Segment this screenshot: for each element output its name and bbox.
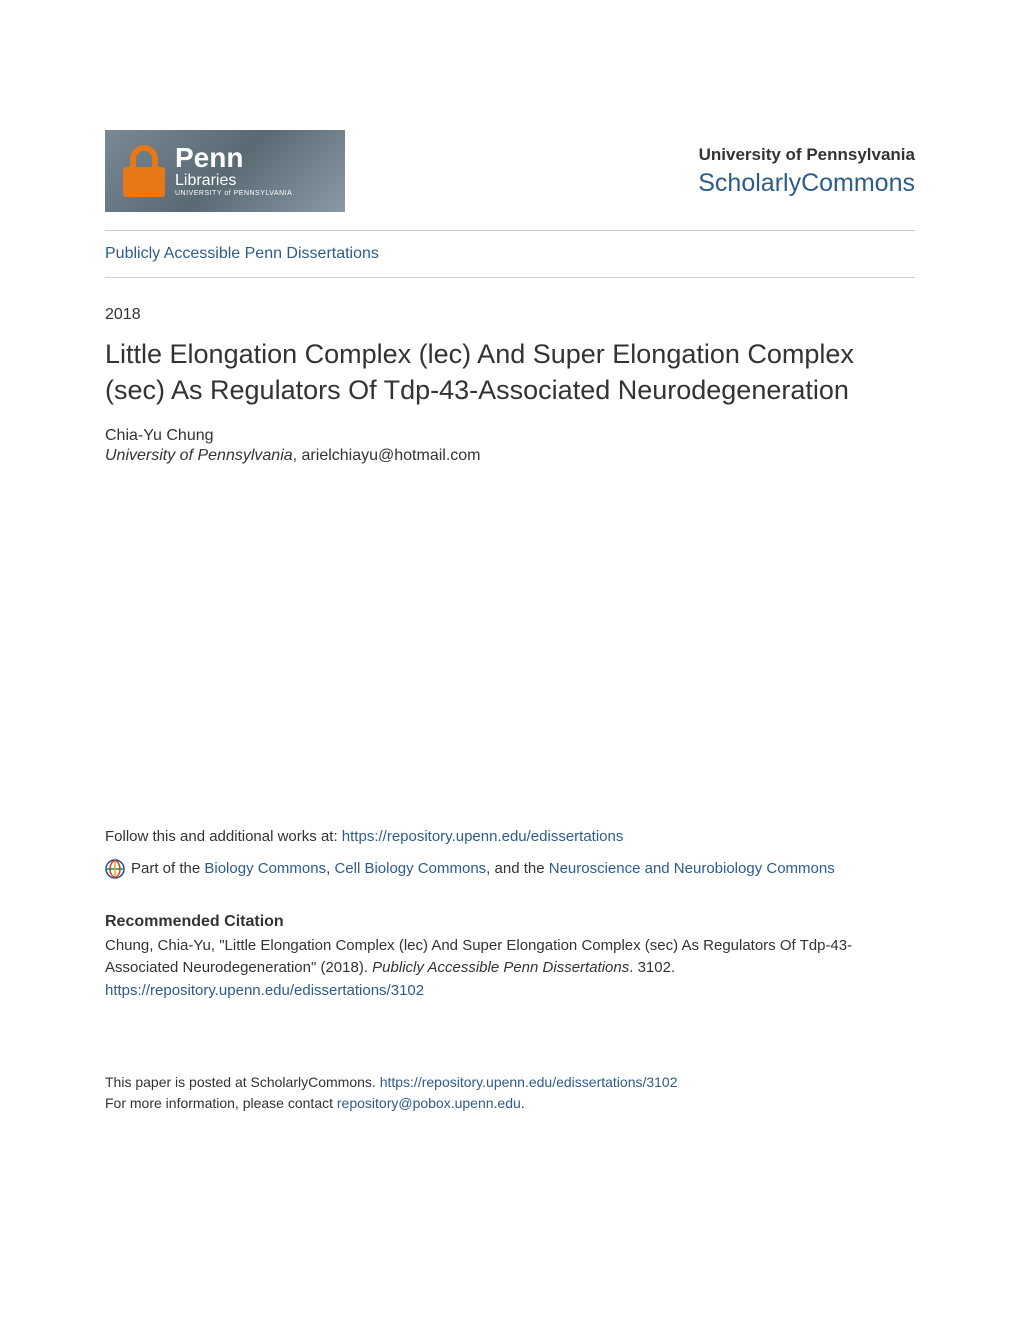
footer-url-link[interactable]: https://repository.upenn.edu/edissertati… bbox=[380, 1074, 678, 1090]
repository-name-link[interactable]: ScholarlyCommons bbox=[698, 169, 915, 198]
footer-line2-pre: For more information, please contact bbox=[105, 1095, 337, 1111]
citation-url-link[interactable]: https://repository.upenn.edu/edissertati… bbox=[105, 982, 424, 999]
penn-libraries-logo[interactable]: Penn Libraries UNIVERSITY of PENNSYLVANI… bbox=[105, 130, 345, 212]
breadcrumb: Publicly Accessible Penn Dissertations bbox=[105, 231, 915, 277]
network-row: Part of the Biology Commons, Cell Biolog… bbox=[105, 857, 915, 881]
follow-url-link[interactable]: https://repository.upenn.edu/edissertati… bbox=[342, 828, 624, 845]
breadcrumb-link[interactable]: Publicly Accessible Penn Dissertations bbox=[105, 245, 379, 262]
citation-section: Recommended Citation Chung, Chia-Yu, "Li… bbox=[105, 913, 915, 1003]
open-access-lock-icon bbox=[123, 145, 165, 197]
citation-post: . 3102. bbox=[629, 959, 675, 976]
logo-subtitle: UNIVERSITY of PENNSYLVANIA bbox=[175, 190, 292, 198]
follow-section: Follow this and additional works at: htt… bbox=[105, 825, 915, 881]
network-text: Part of the Biology Commons, Cell Biolog… bbox=[131, 857, 835, 881]
publication-year: 2018 bbox=[105, 306, 915, 324]
logo-penn-text: Penn bbox=[175, 144, 292, 172]
separator: , and the bbox=[486, 860, 549, 877]
logo-libraries-text: Libraries bbox=[175, 172, 292, 190]
affiliation-email: , arielchiayu@hotmail.com bbox=[293, 447, 481, 464]
follow-intro: Follow this and additional works at: bbox=[105, 828, 342, 845]
divider bbox=[105, 277, 915, 278]
commons-link-2[interactable]: Cell Biology Commons bbox=[334, 860, 486, 877]
commons-link-1[interactable]: Biology Commons bbox=[204, 860, 326, 877]
spacer bbox=[105, 465, 915, 825]
footer-line1-pre: This paper is posted at ScholarlyCommons… bbox=[105, 1074, 380, 1090]
author-name: Chia-Yu Chung bbox=[105, 427, 915, 445]
citation-heading: Recommended Citation bbox=[105, 913, 915, 931]
footer-line2-post: . bbox=[521, 1095, 525, 1111]
network-prefix: Part of the bbox=[131, 860, 204, 877]
header: Penn Libraries UNIVERSITY of PENNSYLVANI… bbox=[105, 130, 915, 212]
citation-text: Chung, Chia-Yu, "Little Elongation Compl… bbox=[105, 935, 915, 1003]
paper-title: Little Elongation Complex (lec) And Supe… bbox=[105, 336, 915, 409]
header-right: University of Pennsylvania ScholarlyComm… bbox=[698, 145, 915, 198]
footer: This paper is posted at ScholarlyCommons… bbox=[105, 1072, 915, 1114]
logo-text: Penn Libraries UNIVERSITY of PENNSYLVANI… bbox=[175, 144, 292, 198]
commons-link-3[interactable]: Neuroscience and Neurobiology Commons bbox=[549, 860, 835, 877]
affiliation-institution: University of Pennsylvania bbox=[105, 447, 293, 464]
footer-email-link[interactable]: repository@pobox.upenn.edu bbox=[337, 1095, 521, 1111]
network-icon bbox=[105, 859, 125, 879]
university-name: University of Pennsylvania bbox=[698, 145, 915, 165]
citation-series: Publicly Accessible Penn Dissertations bbox=[372, 959, 629, 976]
author-affiliation: University of Pennsylvania, arielchiayu@… bbox=[105, 447, 915, 465]
